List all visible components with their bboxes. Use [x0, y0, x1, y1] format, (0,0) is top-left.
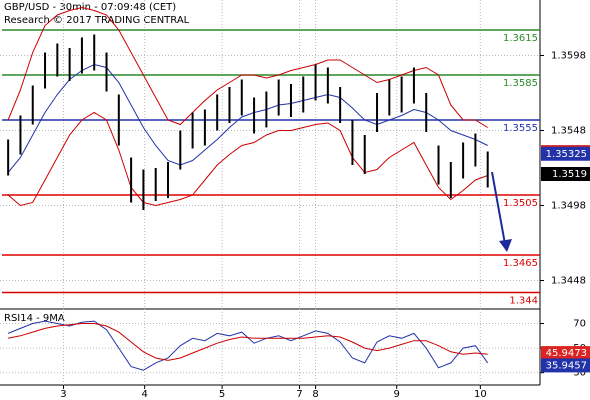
- x-tick-label: 7: [296, 389, 302, 400]
- y-tick-label: 30: [573, 368, 586, 379]
- level-label: 1.3555: [503, 123, 538, 134]
- y-tick-label: 1.3598: [551, 51, 586, 62]
- value-tag-label: 35.9457: [546, 360, 587, 371]
- y-tick-label: 1.3548: [551, 126, 586, 137]
- y-tick-label: 70: [573, 319, 586, 330]
- level-label-bg: [502, 197, 539, 209]
- chart-subtitle: Research © 2017 TRADING CENTRAL: [4, 15, 190, 26]
- forecast-arrow: [491, 171, 506, 245]
- level-label: 1.3505: [503, 198, 538, 209]
- x-tick-label: 3: [60, 389, 66, 400]
- rsi-label: RSI14 - 9MA: [4, 313, 65, 324]
- value-tag: [541, 346, 590, 361]
- level-label-bg: [502, 294, 539, 307]
- x-tick-label: 9: [394, 389, 400, 400]
- value-tag: [541, 146, 590, 161]
- x-tick-label: 8: [312, 389, 318, 400]
- level-label: 1.3585: [503, 78, 538, 89]
- value-tag: [541, 358, 590, 373]
- level-label-bg: [502, 257, 539, 269]
- level-label: 1.344: [509, 296, 538, 307]
- line-series: [8, 323, 488, 361]
- level-label-bg: [502, 32, 539, 44]
- x-tick-label: 10: [474, 389, 487, 400]
- level-label: 1.3615: [503, 33, 538, 44]
- value-tag: [541, 167, 590, 181]
- value-tag-label: 45.9473: [546, 348, 587, 359]
- line-series: [7, 6, 488, 128]
- forecast-arrowhead: [499, 239, 512, 252]
- level-label: 1.3465: [503, 258, 538, 269]
- level-label-bg: [502, 77, 539, 89]
- y-tick-label: 1.3498: [551, 201, 586, 212]
- line-series: [7, 111, 488, 207]
- level-label-bg: [502, 122, 539, 134]
- value-tag-label: 1.3519: [552, 169, 587, 180]
- x-tick-label: 4: [141, 389, 147, 400]
- x-tick-label: 5: [219, 389, 225, 400]
- chart-title: GBP/USD - 30min - 07:09:48 (CET): [4, 2, 176, 13]
- value-tag-label: 1.35325: [546, 149, 587, 160]
- line-series: [7, 63, 488, 173]
- y-tick-label: 1.3448: [551, 276, 586, 287]
